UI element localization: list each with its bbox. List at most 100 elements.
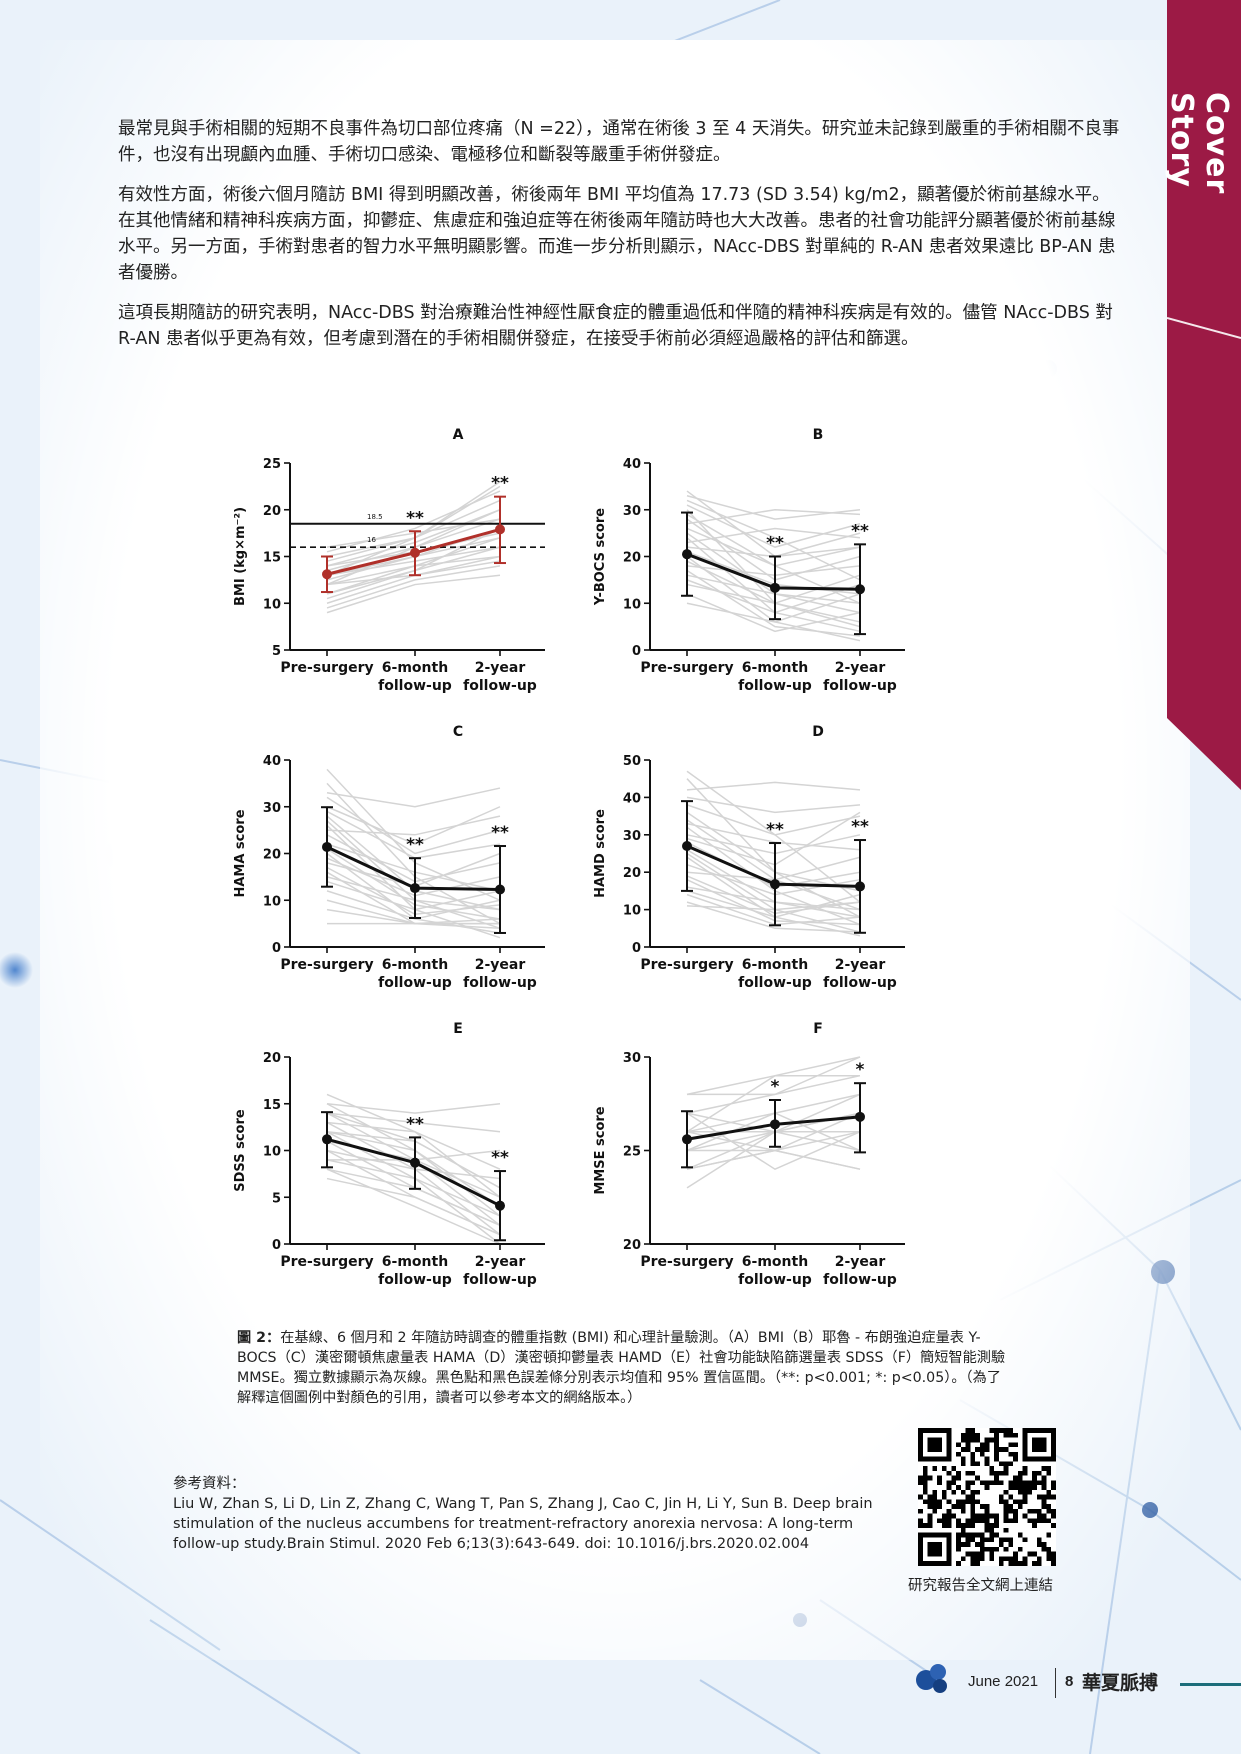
chart-panel-f: F 20 25 30 Pre-surgery 6-month follow-up 2-year… [593,1021,905,1288]
figure-caption-label: 圖 2： [237,1330,281,1346]
y-axis-label: BMI (kg×m⁻²) [233,507,248,606]
qr-module [989,1523,995,1528]
chart-panel-a: A 18.5 16 5 10 15 20 25 Pre-surgery 6-month follow… [233,427,545,694]
individual-line [326,1112,501,1133]
qr-module [1032,1508,1037,1514]
y-tick-label: 25 [623,1145,641,1160]
qr-module [970,1523,976,1528]
footer-logo-dots-icon [916,1664,947,1693]
qr-module [1003,1489,1009,1495]
qr-module [941,1513,947,1519]
qr-module [1008,1480,1014,1486]
qr-module [927,1504,933,1509]
mean-point [410,1157,420,1168]
individual-line [686,593,861,623]
qr-module [1008,1561,1014,1566]
y-tick-label: 30 [263,801,281,816]
qr-module [956,1542,961,1547]
qr-module [946,1518,952,1524]
qr-module [970,1561,976,1566]
individual-line [686,593,861,633]
qr-module [979,1447,985,1452]
qr-module [1046,1494,1052,1500]
individual-line [686,781,861,791]
y-tick-label: 5 [272,644,281,659]
individual-line [686,1149,861,1170]
qr-module [946,1508,952,1514]
qr-module [1051,1485,1056,1490]
significance-marker: ** [851,521,869,541]
qr-code[interactable] [918,1428,1056,1566]
qr-module [965,1447,971,1452]
y-tick-label: 40 [623,791,641,806]
qr-module [965,1551,971,1557]
significance-marker: * [771,1077,780,1097]
figure-caption: 圖 2：在基線、6 個月和 2 年隨訪時調查的體重指數 (BMI) 和心理計量驗… [237,1328,1007,1408]
qr-module [956,1561,961,1566]
qr-module [979,1532,985,1538]
qr-module [1036,1542,1042,1547]
x-tick-label: follow-up [378,975,452,991]
qr-module [1017,1470,1023,1476]
qr-module [1003,1513,1009,1519]
x-tick-label: 2-year [475,660,526,676]
panel-title: A [453,427,464,443]
qr-module [975,1447,980,1452]
qr-module [1013,1499,1018,1505]
qr-module [970,1513,976,1519]
qr-module [1032,1480,1037,1486]
qr-module [1046,1518,1052,1524]
qr-module [1046,1551,1052,1557]
qr-module [937,1504,942,1509]
y-axis-label: SDSS score [233,1109,248,1192]
qr-module [1046,1556,1052,1562]
individual-line [686,527,861,544]
qr-module [951,1480,957,1486]
qr-module [970,1551,976,1557]
qr-module [1008,1451,1014,1457]
qr-module [956,1442,961,1448]
qr-module [979,1513,985,1519]
qr-module [960,1447,966,1452]
qr-module [1041,1485,1047,1490]
qr-module [1013,1475,1018,1481]
qr-module [922,1480,928,1486]
mean-point [495,524,505,535]
qr-finder [927,1542,942,1557]
qr-module [1022,1556,1028,1562]
qr-module [1013,1518,1018,1524]
qr-module [1013,1513,1018,1519]
y-axis-label: HAMD score [593,809,608,898]
qr-module [956,1523,961,1528]
qr-module [932,1499,938,1505]
qr-module [965,1428,971,1433]
qr-module [970,1437,976,1443]
qr-module [970,1470,976,1476]
qr-module [1041,1542,1047,1547]
qr-module [1017,1485,1023,1490]
qr-module [965,1537,971,1543]
mean-point [770,1119,780,1130]
qr-module [1003,1466,1009,1471]
x-tick-label: 6-month [742,660,808,676]
qr-module [1003,1556,1009,1562]
significance-marker: * [856,1060,865,1080]
qr-module [1041,1494,1047,1500]
qr-module [1032,1551,1037,1557]
qr-module [1041,1518,1047,1524]
qr-module [1027,1518,1033,1524]
qr-module [1032,1475,1037,1481]
individual-line [326,1168,501,1245]
qr-module [1022,1494,1028,1500]
qr-module [956,1537,961,1543]
qr-module [960,1508,966,1514]
qr-module [989,1532,995,1538]
y-tick-label: 40 [623,457,641,472]
footer-date: June 2021 [968,1673,1039,1690]
panel-title: F [813,1021,823,1037]
qr-module [1003,1461,1009,1467]
qr-module [946,1480,952,1486]
x-tick-label: Pre-surgery [640,660,733,676]
qr-module [965,1494,971,1500]
qr-module [1051,1556,1056,1562]
